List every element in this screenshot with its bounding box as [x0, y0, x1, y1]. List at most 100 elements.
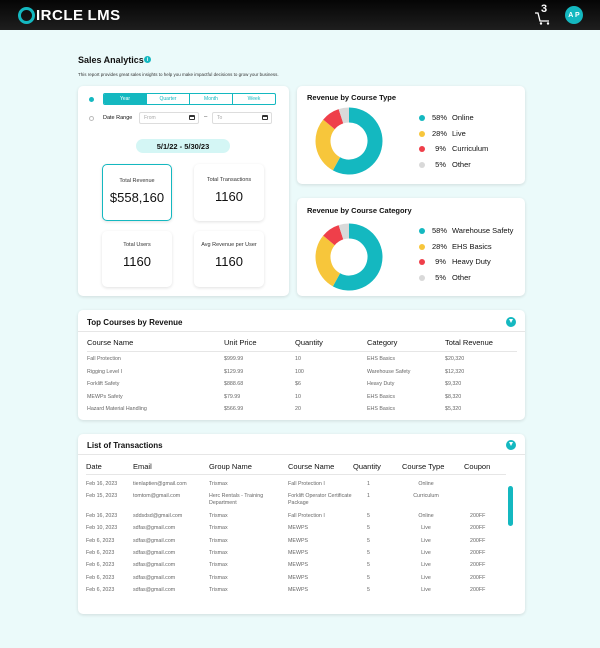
legend-item: 5% Other — [419, 160, 529, 170]
legend-dot — [419, 274, 425, 281]
table-cell: Online — [418, 481, 434, 487]
column-header[interactable]: Group Name — [209, 462, 252, 471]
cart-icon[interactable]: 3 — [534, 3, 552, 25]
table-cell: $566.99 — [224, 406, 244, 412]
table-cell: Trismax — [209, 481, 228, 487]
legend-dot — [419, 115, 425, 121]
logo[interactable]: IRCLE LMS — [18, 5, 121, 25]
period-month[interactable]: Month — [189, 94, 232, 104]
legend-label: Other — [452, 272, 471, 282]
legend-item: 28% Live — [419, 129, 529, 139]
table-cell: Feb 6, 2023 — [86, 574, 115, 581]
column-header[interactable]: Course Name — [87, 338, 134, 347]
column-header[interactable]: Quantity — [353, 462, 381, 471]
donut-slice-warehouse-safety — [332, 223, 383, 291]
donut-slice-ehs-basics — [315, 235, 341, 287]
legend-dot — [419, 259, 425, 265]
legend-label: Online — [452, 113, 474, 122]
table-cell: sdfas@gmail.com — [133, 537, 176, 544]
table-cell: MEWPS — [288, 586, 309, 593]
table-cell: sdfas@gmail.com — [133, 549, 176, 556]
table-cell: 200FF — [470, 562, 486, 569]
date-range-radio[interactable] — [89, 116, 94, 121]
date-range-pill: 5/1/22 - 5/30/23 — [136, 139, 230, 153]
table-cell: tienlaptien@gmail.com — [133, 481, 187, 487]
stat-value: 1160 — [123, 254, 151, 269]
column-header[interactable]: Total Revenue — [445, 338, 493, 347]
table-cell: Trismax — [209, 513, 228, 519]
column-header[interactable]: Course Type — [402, 462, 445, 471]
table-cell: sddsdsd@gmail.com — [133, 513, 183, 519]
download-icon[interactable] — [506, 440, 516, 450]
cart-count: 3 — [541, 3, 548, 15]
legend-percent: 58% — [432, 226, 448, 235]
avatar[interactable]: A P — [565, 6, 583, 24]
table-cell: Curriculum — [413, 493, 439, 499]
top-bar: IRCLE LMS 3 A P — [0, 0, 600, 30]
period-selector: Year Quarter Month Week — [103, 93, 276, 105]
divider — [78, 331, 525, 332]
table-cell: 200FF — [470, 549, 486, 556]
table-cell: Trismax — [209, 525, 228, 532]
table-cell: 200FF — [470, 574, 486, 581]
period-year[interactable]: Year — [104, 94, 146, 104]
period-quarter[interactable]: Quarter — [146, 94, 189, 104]
table-cell: 5 — [367, 513, 370, 519]
table-cell: Forklift Safety — [87, 381, 120, 387]
divider — [86, 474, 506, 475]
column-header[interactable]: Quantity — [295, 338, 323, 347]
calendar-icon[interactable] — [189, 115, 195, 120]
stat-label: Total Users — [123, 242, 151, 248]
stat-value: $558,160 — [109, 190, 165, 205]
transactions-title: List of Transactions — [87, 441, 163, 450]
stat-value: 1160 — [215, 254, 243, 269]
legend-percent: 28% — [432, 241, 448, 251]
legend-percent: 58% — [432, 113, 448, 122]
to-date-input[interactable]: To — [212, 112, 272, 124]
transactions-scrollbar[interactable] — [508, 486, 513, 526]
table-cell: EHS Basics — [367, 406, 395, 412]
legend-dot — [419, 228, 425, 234]
table-cell: Online — [418, 513, 434, 519]
table-cell: sdfas@gmail.com — [133, 586, 176, 593]
period-week[interactable]: Week — [232, 94, 275, 104]
calendar-icon[interactable] — [262, 115, 268, 120]
table-cell: EHS Basics — [367, 356, 395, 362]
legend-percent: 5% — [435, 159, 446, 169]
table-cell: 200FF — [470, 586, 486, 593]
table-cell: EHS Basics — [367, 393, 395, 400]
column-header[interactable]: Course Name — [288, 462, 335, 471]
table-cell: Fall Protection I — [288, 513, 325, 519]
stat-label: Total Revenue — [119, 178, 155, 184]
table-cell: $79.99 — [224, 393, 241, 400]
table-cell: Feb 6, 2023 — [86, 549, 115, 556]
table-cell: $999.99 — [224, 356, 244, 362]
table-cell: $12,320 — [445, 368, 465, 375]
legend-item: 58% Online — [419, 113, 529, 123]
stat-total-transactions: Total Transactions 1160 — [194, 164, 264, 221]
table-cell: MEWPS — [288, 562, 309, 569]
info-icon[interactable]: i — [144, 56, 151, 63]
table-cell: Live — [421, 525, 431, 532]
table-cell: 5 — [367, 549, 370, 556]
column-header[interactable]: Category — [367, 338, 398, 347]
table-cell: MEWPS — [288, 537, 309, 544]
from-date-input[interactable]: From — [139, 112, 199, 124]
column-header[interactable]: Unit Price — [224, 338, 257, 347]
table-cell: Feb 6, 2023 — [86, 562, 115, 569]
donut-slice-other — [338, 107, 350, 124]
table-cell: sdfas@gmail.com — [133, 574, 176, 581]
top-courses-title: Top Courses by Revenue — [87, 318, 183, 327]
column-header[interactable]: Email — [133, 462, 152, 471]
table-cell: Trismax — [209, 562, 228, 569]
table-cell: tomtom@gmail.com — [133, 493, 181, 499]
period-radio[interactable] — [89, 97, 94, 102]
table-cell: Hazard Material Handling — [87, 406, 147, 412]
legend-percent: 28% — [432, 128, 448, 138]
column-header[interactable]: Coupon — [464, 462, 491, 471]
table-cell: sdfas@gmail.com — [133, 562, 176, 569]
column-header[interactable]: Date — [86, 462, 102, 471]
download-icon[interactable] — [506, 317, 516, 327]
table-cell: Trismax — [209, 574, 228, 581]
table-cell: 5 — [367, 525, 370, 532]
